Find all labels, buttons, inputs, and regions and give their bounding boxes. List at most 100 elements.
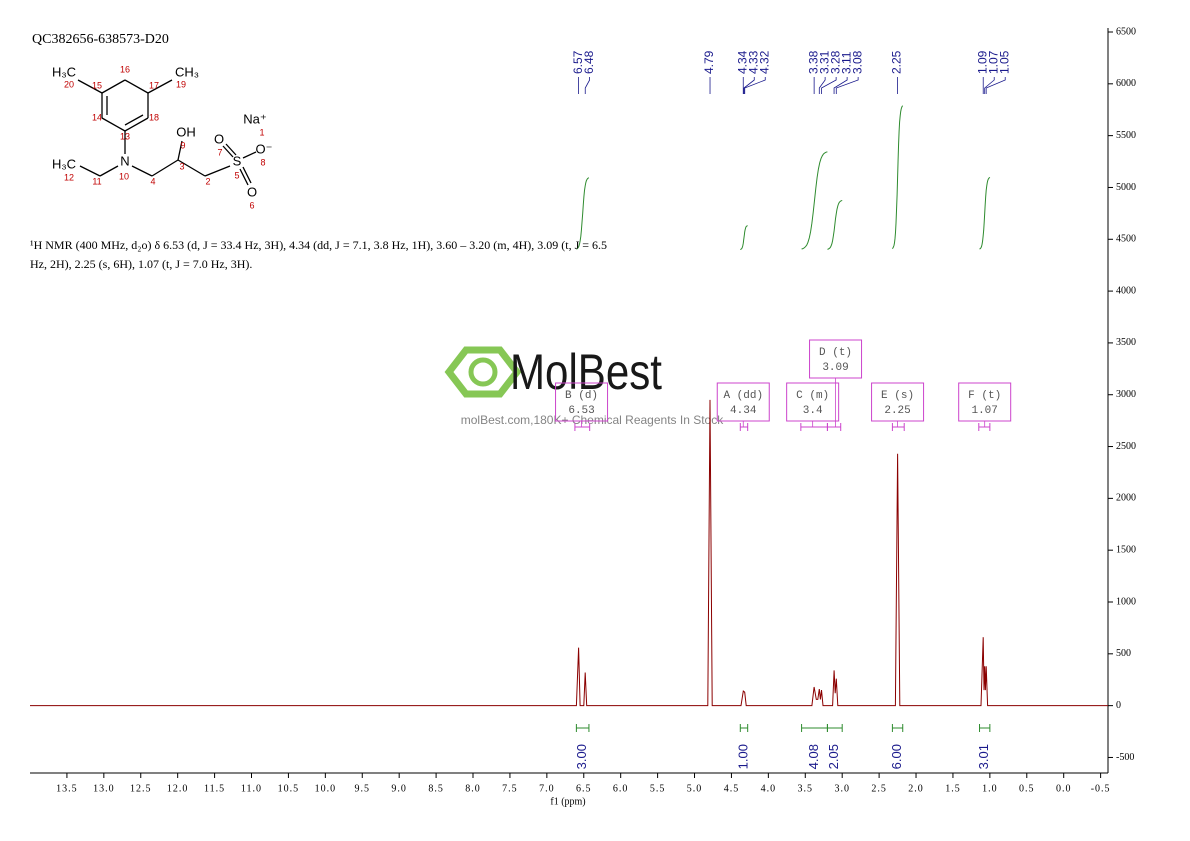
bond <box>222 145 234 158</box>
y-tick-label: 3500 <box>1116 337 1136 348</box>
integral-curve <box>740 225 748 250</box>
logo-hexagon <box>444 346 522 398</box>
atom-number: 18 <box>149 112 159 122</box>
atom-number: 17 <box>149 80 159 90</box>
multiplet-range <box>978 423 991 431</box>
bond <box>151 159 179 177</box>
multiplet-range <box>826 423 842 431</box>
multiplet-label: A (dd) <box>723 390 763 402</box>
x-tick-label: 8.0 <box>465 783 481 794</box>
x-tick-label: 1.5 <box>945 783 961 794</box>
bond <box>124 117 149 132</box>
x-tick-label: 11.5 <box>204 783 225 794</box>
x-tick-label: 10.0 <box>315 783 337 794</box>
multiplet-shift: 6.53 <box>568 405 594 417</box>
integral-range <box>979 724 991 732</box>
x-tick-label: 1.0 <box>982 783 998 794</box>
atom-number: 13 <box>120 131 130 141</box>
x-tick-label: 9.5 <box>355 783 371 794</box>
y-tick-label: 2000 <box>1116 493 1136 504</box>
multiplet-range <box>891 423 905 431</box>
atom-number: 3 <box>179 161 184 171</box>
integral-curve <box>576 177 590 250</box>
y-tick-label: 6000 <box>1116 78 1136 89</box>
x-tick-label: 12.0 <box>167 783 189 794</box>
atom-number: 1 <box>259 127 264 137</box>
peak-label: 3.38 <box>806 50 820 74</box>
y-tick-label: 500 <box>1116 648 1131 659</box>
atom-number: 2 <box>205 176 210 186</box>
multiplet-label: C (m) <box>796 390 829 402</box>
integral-label: 4.08 <box>806 744 821 769</box>
atom-label: H₃C <box>52 156 76 171</box>
peak-connector <box>818 77 826 94</box>
x-tick-label: 3.0 <box>834 783 850 794</box>
structure: H₃C 20 16 15 17 CH₃ 19 14 18 13 OH 9 Na⁺… <box>52 64 273 210</box>
x-tick-label: 2.0 <box>908 783 924 794</box>
multiplet-shift: 3.09 <box>822 362 848 374</box>
peak-label: 4.33 <box>746 50 760 74</box>
x-tick-label: 0.0 <box>1056 783 1072 794</box>
x-tick-label: -0.5 <box>1091 783 1111 794</box>
bond <box>124 79 149 94</box>
bond <box>124 114 144 126</box>
x-tick-label: 8.5 <box>428 783 444 794</box>
x-tick-label: 5.0 <box>687 783 703 794</box>
x-tick-label: 12.5 <box>130 783 152 794</box>
y-tick-label: 6500 <box>1116 26 1136 37</box>
bond <box>77 79 103 94</box>
peak-label: 1.07 <box>986 50 1000 74</box>
x-tick-label: 0.5 <box>1019 783 1035 794</box>
atom-number: 6 <box>249 200 254 210</box>
y-tick-label: 3000 <box>1116 389 1136 400</box>
atom-number: 20 <box>64 79 74 89</box>
integral-curve <box>801 151 828 250</box>
x-tick-label: 7.5 <box>502 783 518 794</box>
bond <box>242 166 252 184</box>
integral-label: 1.00 <box>735 744 750 769</box>
integral-label: 2.05 <box>826 744 841 769</box>
y-tick-label: 4500 <box>1116 234 1136 245</box>
integral-label: 6.00 <box>889 744 904 769</box>
atom-label: CH₃ <box>175 64 199 79</box>
atom-number: 5 <box>234 170 239 180</box>
peak-label: 6.57 <box>571 50 585 74</box>
bond <box>177 159 206 177</box>
peak-label: 4.32 <box>757 50 771 74</box>
atom-number: 11 <box>92 176 101 186</box>
bond <box>99 165 119 177</box>
peak-label: 3.08 <box>850 50 864 74</box>
atom-label: N <box>120 153 129 168</box>
peak-label: 3.11 <box>839 51 853 74</box>
peak-connector <box>835 77 859 94</box>
atom-number: 19 <box>176 79 186 89</box>
multiplet-shift: 3.4 <box>803 405 823 417</box>
atom-label: O⁻ <box>256 141 273 156</box>
integral-range <box>801 724 828 732</box>
x-tick-label: 9.0 <box>391 783 407 794</box>
peak-connector <box>984 77 995 94</box>
atom-number: 12 <box>64 172 74 182</box>
x-tick-label: 13.0 <box>93 783 115 794</box>
bond <box>177 140 183 161</box>
atom-label: O <box>214 131 224 146</box>
multiplet-range <box>800 423 828 431</box>
bond <box>242 151 257 159</box>
integral-curve <box>979 176 991 250</box>
bond <box>101 79 126 94</box>
nmr-description: ¹H NMR (400 MHz, d₂o) δ 6.53 (d, J = 33.… <box>30 238 608 271</box>
y-tick-label: 0 <box>1116 700 1121 711</box>
integral-curve <box>891 105 904 249</box>
x-tick-label: 2.5 <box>871 783 887 794</box>
atom-number: 9 <box>180 140 185 150</box>
peak-label: 2.25 <box>890 50 904 74</box>
y-tick-label: 2500 <box>1116 441 1136 452</box>
peak-connector <box>743 77 755 94</box>
integral-range <box>739 724 749 732</box>
multiplet-range <box>574 423 591 431</box>
x-tick-label: 11.0 <box>241 783 262 794</box>
integral-curve <box>827 200 843 250</box>
x-tick-label: 4.0 <box>761 783 777 794</box>
